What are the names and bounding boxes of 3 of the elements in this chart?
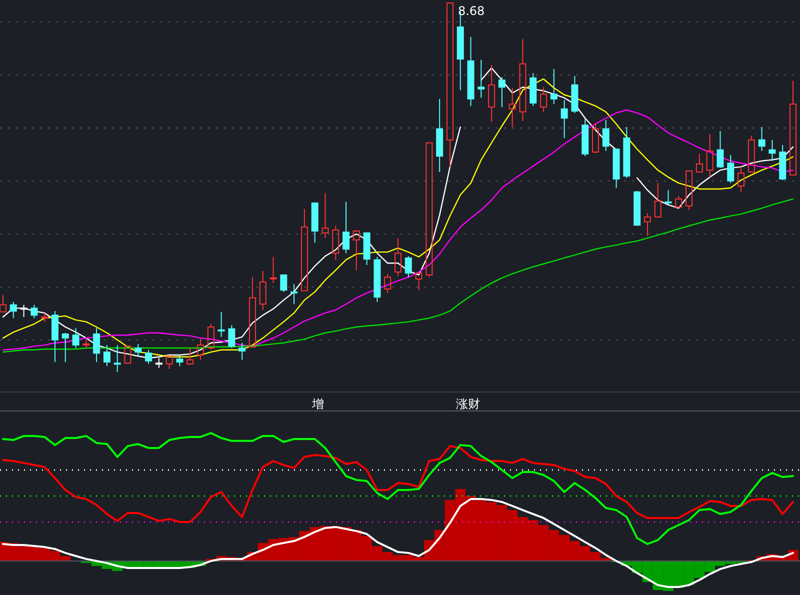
text: 增 — [311, 397, 324, 411]
annotation: 8.68 — [458, 4, 485, 18]
text: 涨财 — [456, 397, 480, 411]
